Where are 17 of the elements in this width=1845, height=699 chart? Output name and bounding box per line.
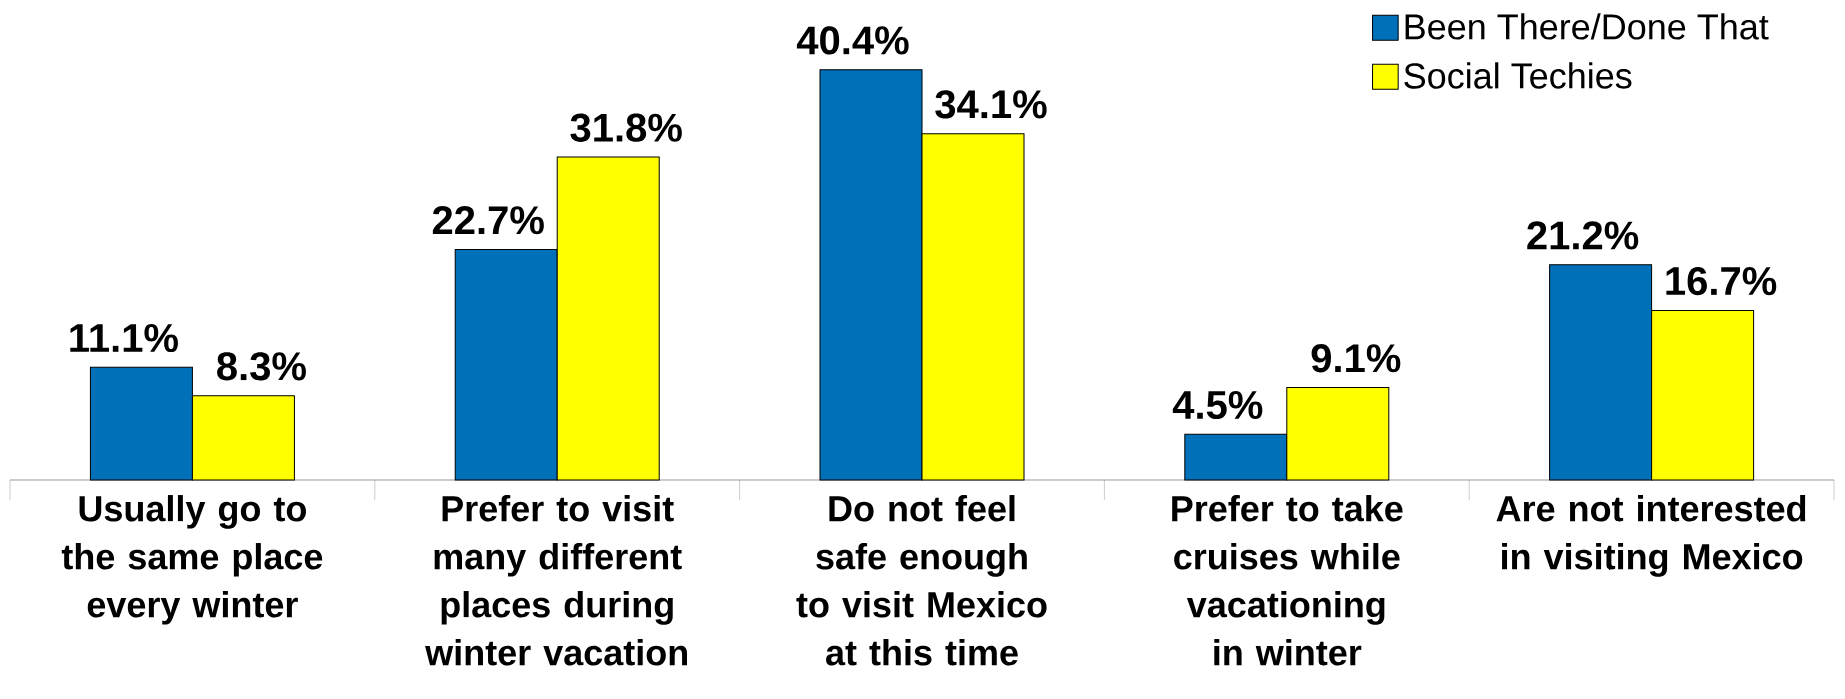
x-tick-label: Are not interested in visiting Mexico	[1496, 495, 1806, 577]
x-tick-label: Usually go to the same place every winter	[61, 495, 323, 625]
data-label: 40.4%	[796, 26, 909, 55]
data-label: 31.8%	[570, 113, 682, 142]
legend-label: Been There/Done That	[1405, 13, 1769, 40]
data-label: 21.2%	[1527, 221, 1639, 250]
x-tick-label: Prefer to visit many different places during winter vacation	[425, 495, 687, 666]
data-label: 34.1%	[935, 90, 1047, 119]
data-label: 22.7%	[432, 206, 544, 235]
data-label: 16.7%	[1666, 266, 1777, 296]
x-tick-label: Do not feel safe enough to visit Mexico at this time	[796, 495, 1047, 666]
data-label: 11.1%	[70, 323, 178, 353]
data-label: 8.3%	[217, 352, 306, 381]
x-tick-label: Prefer to take cruises while vacationing in winter	[1172, 495, 1403, 666]
legend-label: Social Techies	[1404, 62, 1632, 89]
data-label: 4.5%	[1172, 390, 1263, 420]
data-label: 9.1%	[1311, 344, 1401, 373]
